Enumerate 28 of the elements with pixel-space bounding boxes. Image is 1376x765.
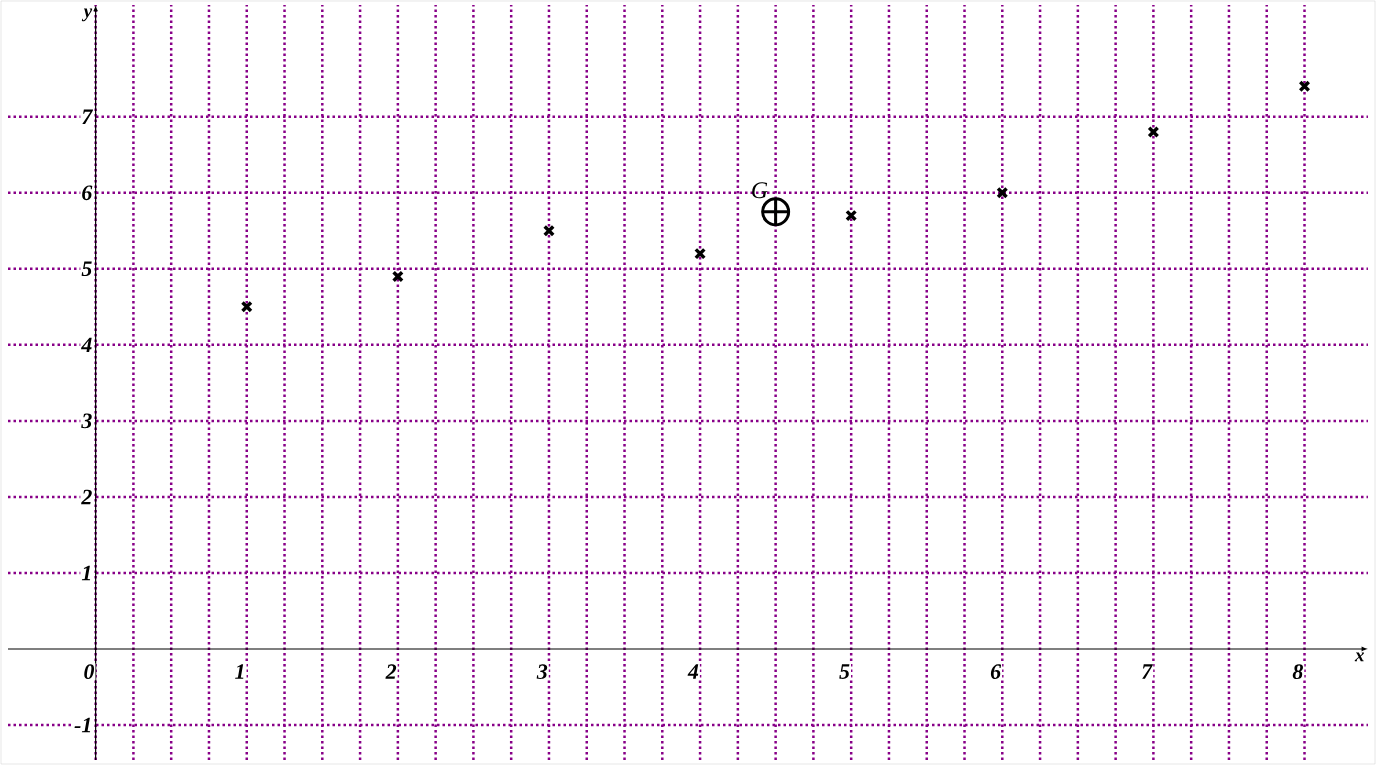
point [542, 224, 555, 237]
point [1147, 125, 1160, 138]
point [391, 270, 404, 283]
x-tick-label: 3 [536, 664, 548, 680]
y-tick-label: 6 [82, 185, 93, 201]
point [694, 247, 707, 260]
annotation: G [752, 182, 768, 199]
x-tick-label: 7 [1142, 664, 1153, 679]
x-tick-label: 8 [1292, 664, 1303, 680]
y-tick-label: 4 [81, 337, 92, 353]
point [845, 209, 858, 222]
point [1298, 80, 1311, 93]
y-tick-label: 5 [81, 261, 92, 277]
x-tick-label: 5 [839, 664, 850, 679]
x-tick-label: 1 [235, 664, 244, 679]
y-tick-label: 3 [81, 413, 92, 429]
x-tick-label: 4 [687, 664, 699, 679]
y-tick-label: -1 [74, 717, 91, 733]
x-tick-label: 6 [990, 664, 1002, 680]
point [996, 186, 1009, 199]
y-tick-label: 7 [82, 109, 94, 124]
x-tick-label: 2 [385, 664, 397, 679]
x-axis-title: x [1354, 652, 1364, 662]
point [240, 300, 253, 313]
x-tick-label: 0 [84, 664, 95, 680]
y-axis-title: y [81, 8, 93, 22]
y-tick-label: 2 [81, 489, 92, 505]
y-tick-label: 1 [81, 565, 91, 581]
